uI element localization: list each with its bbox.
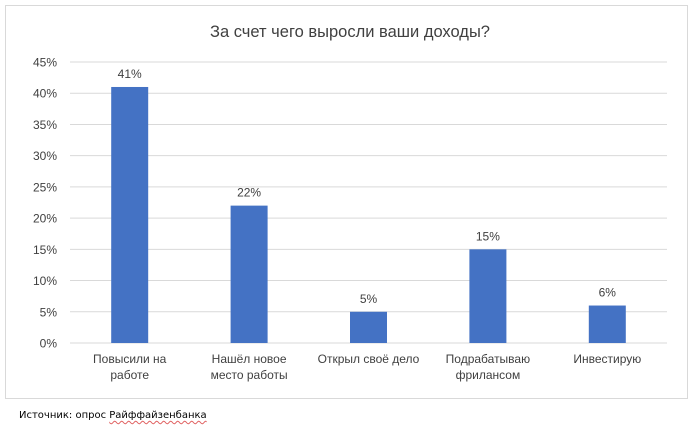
x-category-label-line: Повысили на <box>93 352 167 366</box>
source-note: Источник: опрос Райффайзенбанка <box>19 410 207 421</box>
x-category-label-line: Открыл своё дело <box>318 352 420 366</box>
gridlines <box>70 61 667 344</box>
bar <box>469 249 507 343</box>
data-labels: 41% 22% 5% 15% 6% <box>118 67 617 306</box>
source-prefix: Источник: опрос <box>19 410 110 421</box>
bar-chart: За счет чего выросли ваши доходы? 0% 5% 10… <box>33 23 667 382</box>
bars <box>111 86 626 343</box>
data-label: 41% <box>118 67 142 81</box>
x-category-label-line: Подрабатываю <box>446 352 530 366</box>
x-category-label: Нашёл новое место работы <box>211 352 288 382</box>
y-tick-label: 35% <box>33 118 57 132</box>
y-tick-label: 10% <box>33 274 57 288</box>
x-category-label-line: Нашёл новое <box>212 352 287 366</box>
y-axis-tick-labels: 0% 5% 10% 15% 20% 25% 30% 35% 40% 45% <box>33 56 57 351</box>
bar <box>588 305 626 343</box>
data-label: 6% <box>599 286 617 300</box>
data-label: 15% <box>476 229 500 243</box>
y-tick-label: 5% <box>40 305 58 319</box>
chart-title: За счет чего выросли ваши доходы? <box>210 23 490 41</box>
y-tick-label: 30% <box>33 149 57 163</box>
x-category-label-line: работе <box>110 368 149 382</box>
x-category-label-line: Инвестирую <box>573 352 641 366</box>
bar <box>230 205 268 343</box>
y-tick-label: 0% <box>40 337 58 351</box>
x-category-label: Подрабатываю фрилансом <box>446 352 530 382</box>
y-tick-label: 25% <box>33 180 57 194</box>
x-axis-category-labels: Повысили на работе Нашёл новое место работы… <box>93 352 641 382</box>
data-label: 5% <box>360 292 378 306</box>
x-category-label-line: фрилансом <box>456 368 521 382</box>
x-category-label-line: место работы <box>211 368 288 382</box>
y-tick-label: 15% <box>33 243 57 257</box>
x-category-label: Открыл своё дело <box>318 352 420 366</box>
source-name: Райффайзенбанка <box>109 410 207 421</box>
y-tick-label: 45% <box>33 56 57 70</box>
bar <box>111 86 149 343</box>
y-tick-label: 40% <box>33 87 57 101</box>
bar <box>350 311 387 343</box>
data-label: 22% <box>237 186 261 200</box>
x-category-label: Инвестирую <box>573 352 641 366</box>
x-category-label: Повысили на работе <box>93 352 167 382</box>
y-tick-label: 20% <box>33 212 57 226</box>
